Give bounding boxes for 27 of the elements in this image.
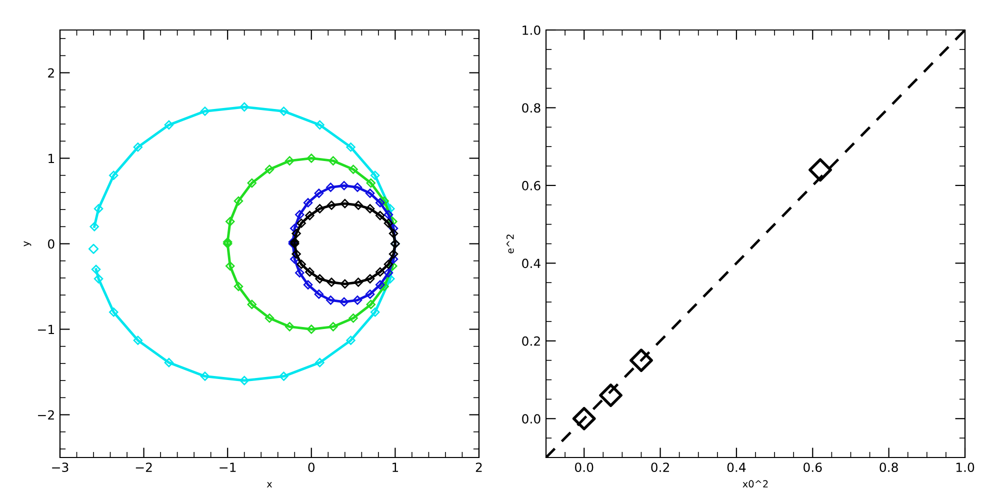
x-tick-label: 1.0 [956,462,974,472]
y-axis-title: e^2 [506,234,514,254]
y-tick-label: 0.0 [522,414,540,424]
y-tick-label: −1 [38,324,54,334]
y-tick-label: 1.0 [522,25,540,35]
y-tick-label: 0.4 [522,258,540,268]
x-tick-label: 0.4 [727,462,746,472]
y-tick-label: 1 [48,154,54,163]
x-tick-label: 0.6 [804,462,822,472]
x-tick-label: −2 [136,462,152,472]
x-tick-label: 1 [392,462,398,472]
x-tick-label: 0 [308,462,315,472]
y-tick-label: 0.8 [522,103,540,113]
x-axis-title: x0^2 [742,480,768,488]
x-tick-label: 0.8 [880,462,898,472]
y-tick-label: 2 [48,68,54,78]
x-tick-label: 2 [476,462,482,472]
x-axis-title: x [266,482,272,488]
x-tick-label: 0.2 [651,462,669,472]
x-tick-label: 0.0 [574,462,594,472]
x-tick-label: −3 [52,462,68,472]
x-tick-label: −1 [220,462,236,472]
y-tick-label: −2 [38,410,54,420]
y-tick-label: 0.2 [522,336,540,346]
y-axis-title: y [24,241,32,246]
y-tick-label: 0 [48,239,54,249]
y-tick-label: 0.6 [522,180,540,190]
